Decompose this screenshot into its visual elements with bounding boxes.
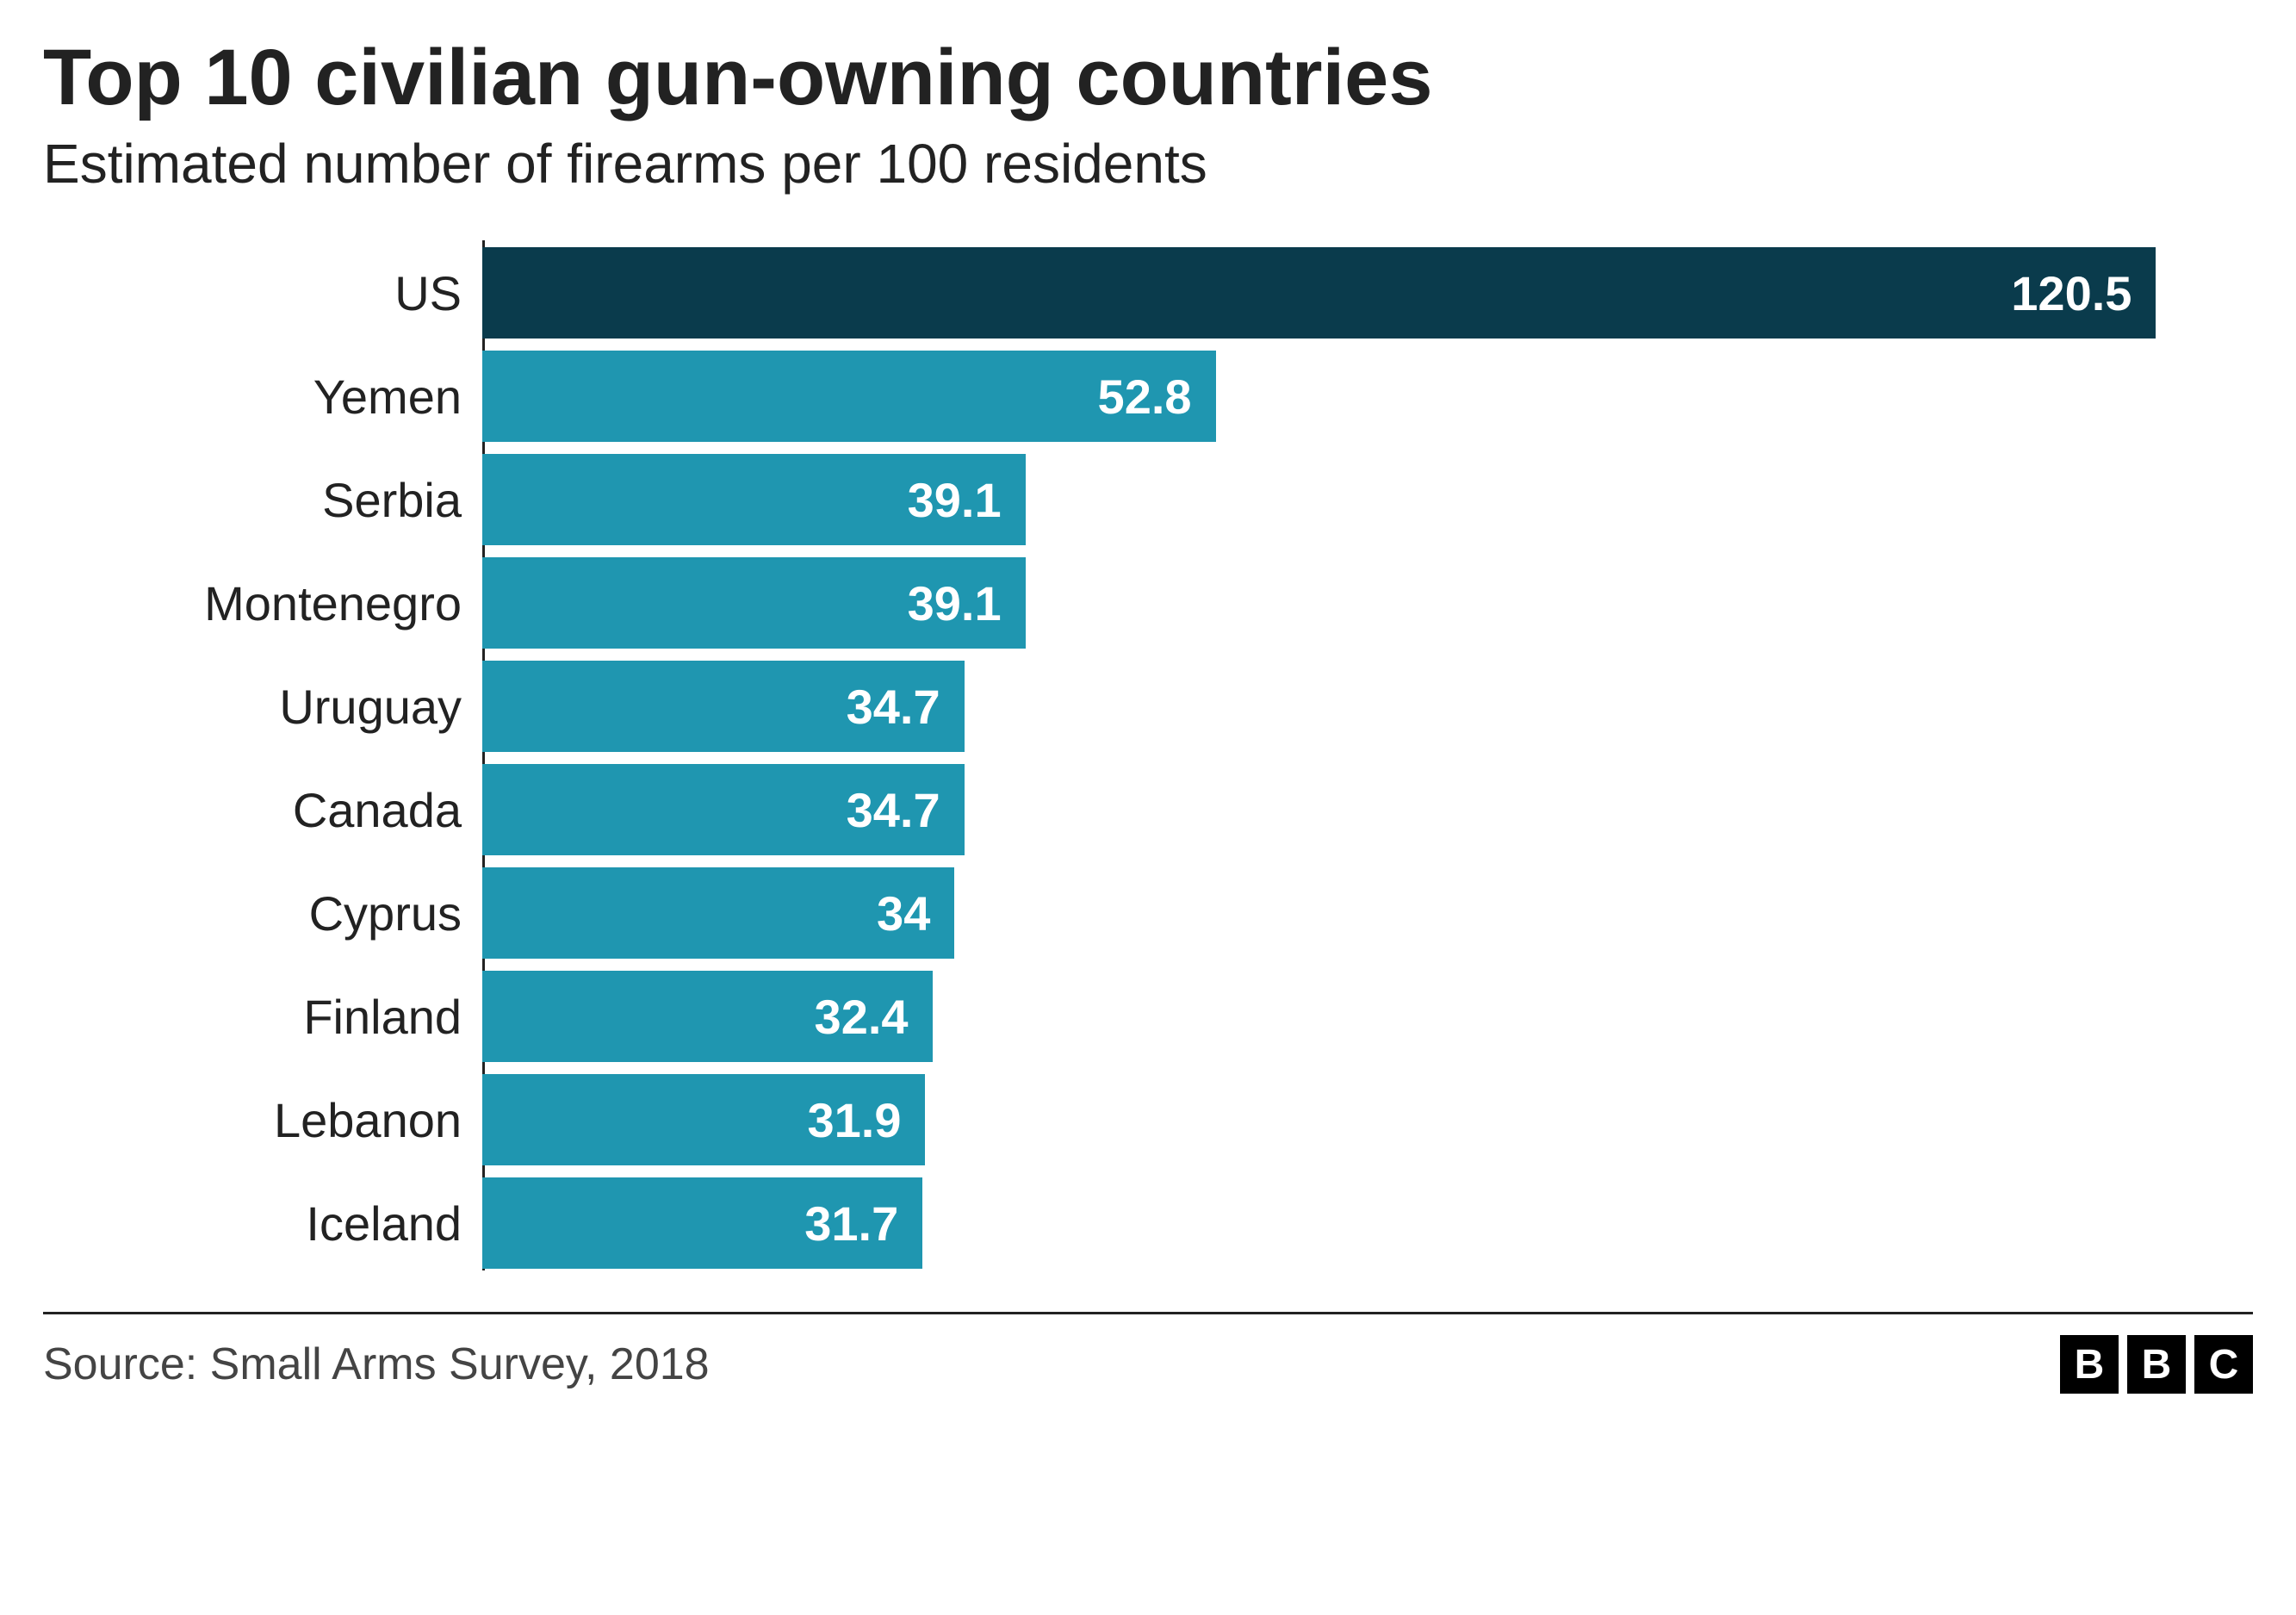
category-label: Yemen	[78, 369, 482, 425]
bar-track: 39.1	[482, 557, 2218, 649]
bar-value-label: 34.7	[847, 782, 940, 838]
bar-row: Yemen 52.8	[78, 351, 2218, 442]
bar-row: Finland 32.4	[78, 971, 2218, 1062]
bar-value-label: 31.9	[807, 1092, 901, 1148]
bar-track: 32.4	[482, 971, 2218, 1062]
bar-value-label: 39.1	[908, 575, 1002, 631]
bar: 32.4	[482, 971, 933, 1062]
bar-value-label: 52.8	[1098, 369, 1192, 425]
bar-row: Montenegro 39.1	[78, 557, 2218, 649]
bar: 34.7	[482, 764, 965, 855]
bar-value-label: 34.7	[847, 679, 940, 735]
footer-rule	[43, 1312, 2253, 1314]
category-label: Uruguay	[78, 679, 482, 735]
bar: 31.7	[482, 1177, 922, 1269]
bar: 120.5	[482, 247, 2156, 339]
bar-track: 34.7	[482, 661, 2218, 752]
bar-value-label: 39.1	[908, 472, 1002, 528]
chart-subtitle: Estimated number of firearms per 100 res…	[43, 132, 2253, 196]
bar: 34.7	[482, 661, 965, 752]
bar: 39.1	[482, 557, 1026, 649]
bar-rows: US 120.5 Yemen 52.8 Serbia 39.1 Montenegro 39.1…	[78, 247, 2218, 1269]
bbc-logo-letter: B	[2127, 1335, 2186, 1394]
category-label: Finland	[78, 989, 482, 1045]
bar-value-label: 32.4	[815, 989, 909, 1045]
bar-track: 34.7	[482, 764, 2218, 855]
bar-value-label: 31.7	[804, 1196, 898, 1252]
category-label: US	[78, 265, 482, 321]
category-label: Cyprus	[78, 885, 482, 941]
bar-row: Serbia 39.1	[78, 454, 2218, 545]
category-label: Lebanon	[78, 1092, 482, 1148]
bar-track: 120.5	[482, 247, 2218, 339]
bar-track: 31.7	[482, 1177, 2218, 1269]
bbc-logo-letter: B	[2060, 1335, 2119, 1394]
chart-area: US 120.5 Yemen 52.8 Serbia 39.1 Montenegro 39.1…	[78, 247, 2218, 1269]
chart-title: Top 10 civilian gun-owning countries	[43, 34, 2253, 121]
bar-track: 52.8	[482, 351, 2218, 442]
category-label: Iceland	[78, 1196, 482, 1252]
bar-row: Canada 34.7	[78, 764, 2218, 855]
bar-track: 39.1	[482, 454, 2218, 545]
category-label: Montenegro	[78, 575, 482, 631]
footer: Source: Small Arms Survey, 2018 BBC	[43, 1335, 2253, 1394]
bar: 52.8	[482, 351, 1216, 442]
bar-row: Cyprus 34	[78, 867, 2218, 959]
bar-row: Iceland 31.7	[78, 1177, 2218, 1269]
bar: 39.1	[482, 454, 1026, 545]
bar: 31.9	[482, 1074, 925, 1165]
bbc-logo: BBC	[2060, 1335, 2253, 1394]
bar-value-label: 120.5	[2011, 265, 2132, 321]
bar-row: Lebanon 31.9	[78, 1074, 2218, 1165]
category-label: Canada	[78, 782, 482, 838]
bar-track: 34	[482, 867, 2218, 959]
source-text: Source: Small Arms Survey, 2018	[43, 1339, 710, 1390]
category-label: Serbia	[78, 472, 482, 528]
bar-row: US 120.5	[78, 247, 2218, 339]
bar: 34	[482, 867, 954, 959]
bbc-logo-letter: C	[2194, 1335, 2253, 1394]
bar-value-label: 34	[877, 885, 930, 941]
bar-row: Uruguay 34.7	[78, 661, 2218, 752]
bar-track: 31.9	[482, 1074, 2218, 1165]
